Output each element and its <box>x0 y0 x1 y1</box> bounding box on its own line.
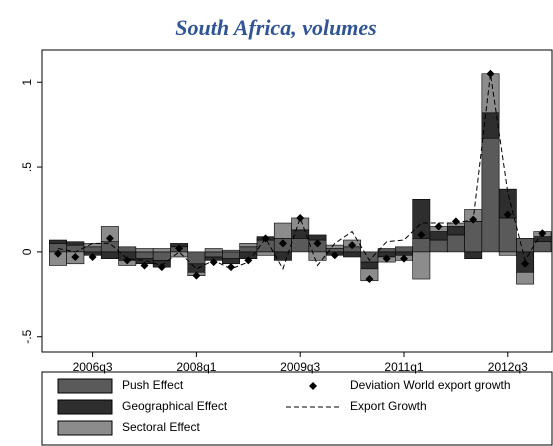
diamond-marker <box>244 256 253 265</box>
bar <box>481 73 500 114</box>
diamond-marker <box>417 230 426 239</box>
diamond-marker <box>105 234 114 243</box>
diamond-marker <box>123 256 132 265</box>
bar <box>187 251 206 265</box>
x-tick-label: 2008q1 <box>176 360 216 374</box>
diamond-marker <box>451 217 460 226</box>
bar <box>118 246 137 253</box>
legend-swatch <box>309 382 317 390</box>
bar <box>152 251 171 261</box>
x-tick-label: 2009q3 <box>280 360 320 374</box>
diamond-marker <box>330 251 339 260</box>
legend-swatch <box>57 399 113 415</box>
diamond-marker <box>296 213 305 222</box>
diamond-marker <box>313 239 322 248</box>
bar <box>239 243 258 248</box>
bar <box>308 251 327 261</box>
bar <box>152 248 171 253</box>
bar <box>446 226 465 236</box>
bar <box>135 251 154 259</box>
bar <box>360 261 379 270</box>
bar <box>343 251 362 258</box>
diamond-marker <box>434 222 443 231</box>
legend-label: Export Growth <box>350 399 427 413</box>
bar <box>325 244 344 249</box>
diamond-marker <box>365 275 374 284</box>
x-tick-label: 2006q3 <box>73 360 113 374</box>
diamond-marker <box>227 263 235 272</box>
bar <box>222 249 240 253</box>
diamond-marker <box>54 249 62 258</box>
diamond-marker <box>192 271 201 280</box>
diamond-marker <box>278 239 287 248</box>
diamond-marker <box>140 261 149 270</box>
bar <box>49 239 67 244</box>
legend-box <box>41 371 553 446</box>
bar <box>83 246 102 253</box>
bar <box>222 251 240 259</box>
legend-label: Sectoral Effect <box>122 420 200 434</box>
diamond-marker <box>175 244 184 253</box>
diamond-marker <box>486 69 495 78</box>
bar <box>187 263 206 273</box>
bar <box>481 137 500 253</box>
diamond-marker <box>521 259 530 268</box>
diamond-marker <box>400 254 408 263</box>
legend-swatch <box>57 378 113 394</box>
legend-label: Deviation World export growth <box>350 378 511 392</box>
bar <box>395 246 413 253</box>
export-growth-line <box>57 73 543 271</box>
bar <box>498 217 517 253</box>
x-tick-label: 2012q3 <box>488 360 528 374</box>
bar <box>533 241 552 253</box>
legend-label: Push Effect <box>122 378 184 392</box>
bar <box>308 234 327 241</box>
bar <box>464 251 483 259</box>
bar <box>412 238 431 253</box>
chart-title: South Africa, volumes <box>175 15 377 40</box>
bar <box>256 251 275 256</box>
diamond-marker <box>157 263 166 272</box>
diamond-marker <box>348 241 357 250</box>
bar <box>135 248 154 253</box>
bar <box>464 221 483 253</box>
bar <box>516 238 535 253</box>
bar <box>273 222 292 239</box>
bar <box>446 234 465 253</box>
bar <box>204 248 223 253</box>
y-tick-label: -.5 <box>20 329 34 343</box>
y-tick-label: .5 <box>20 162 34 172</box>
diamond-marker <box>88 252 97 261</box>
diamond-marker <box>503 210 512 219</box>
diamond-marker <box>71 252 80 261</box>
legend-label: Geographical Effect <box>122 399 228 413</box>
bar <box>412 251 431 280</box>
bar <box>429 231 448 241</box>
diamond-marker <box>209 258 218 267</box>
plot-frame <box>41 49 553 353</box>
legend-swatch <box>57 420 113 436</box>
x-tick-label: 2011q1 <box>384 360 423 374</box>
bar <box>273 251 292 261</box>
bar <box>100 251 119 259</box>
bar <box>66 241 85 246</box>
y-tick-label: 1 <box>20 79 34 86</box>
bar <box>239 246 258 253</box>
bar <box>204 251 223 258</box>
bar <box>516 271 535 285</box>
bar <box>170 251 189 258</box>
bar <box>498 251 517 256</box>
y-tick-label: 0 <box>20 248 34 255</box>
diamond-marker <box>382 254 391 263</box>
bar <box>291 238 310 253</box>
bar <box>222 258 240 265</box>
bar <box>377 248 396 253</box>
bar <box>429 239 448 253</box>
